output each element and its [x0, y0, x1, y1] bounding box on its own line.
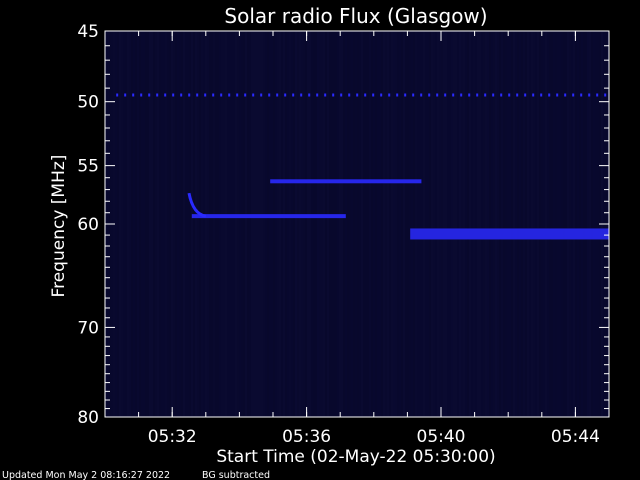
- footer-bg-note: BG subtracted: [202, 470, 270, 480]
- feature-burst-lane-2: [191, 214, 346, 219]
- feature-burst-lane-1: [270, 179, 422, 184]
- plot-area: [105, 31, 609, 417]
- feature-band-4: [410, 228, 609, 240]
- x-axis-label: Start Time (02-May-22 05:30:00): [216, 447, 495, 467]
- footer-updated-timestamp: Updated Mon May 2 08:16:27 2022: [2, 470, 170, 480]
- feature-burst-onset-3: [187, 192, 207, 218]
- y-tick-label-4: 70: [77, 318, 99, 338]
- axis-ticks: 05:32 05:36 05:40 05:44 45 50 55 60 70 80: [77, 22, 609, 447]
- y-tick-label-1: 50: [77, 93, 99, 113]
- x-tick-label-1: 05:36: [282, 427, 331, 447]
- y-tick-label-0: 45: [77, 22, 99, 42]
- chart-title: Solar radio Flux (Glasgow): [224, 4, 487, 28]
- x-tick-label-3: 05:44: [551, 427, 600, 447]
- y-axis-label: Frequency [MHz]: [49, 155, 69, 298]
- y-tick-label-3: 60: [77, 215, 99, 235]
- emission-features: [116, 93, 609, 240]
- y-tick-label-2: 55: [77, 157, 99, 177]
- y-tick-label-5: 80: [77, 408, 99, 428]
- x-tick-label-0: 05:32: [148, 427, 197, 447]
- x-tick-label-2: 05:40: [417, 427, 466, 447]
